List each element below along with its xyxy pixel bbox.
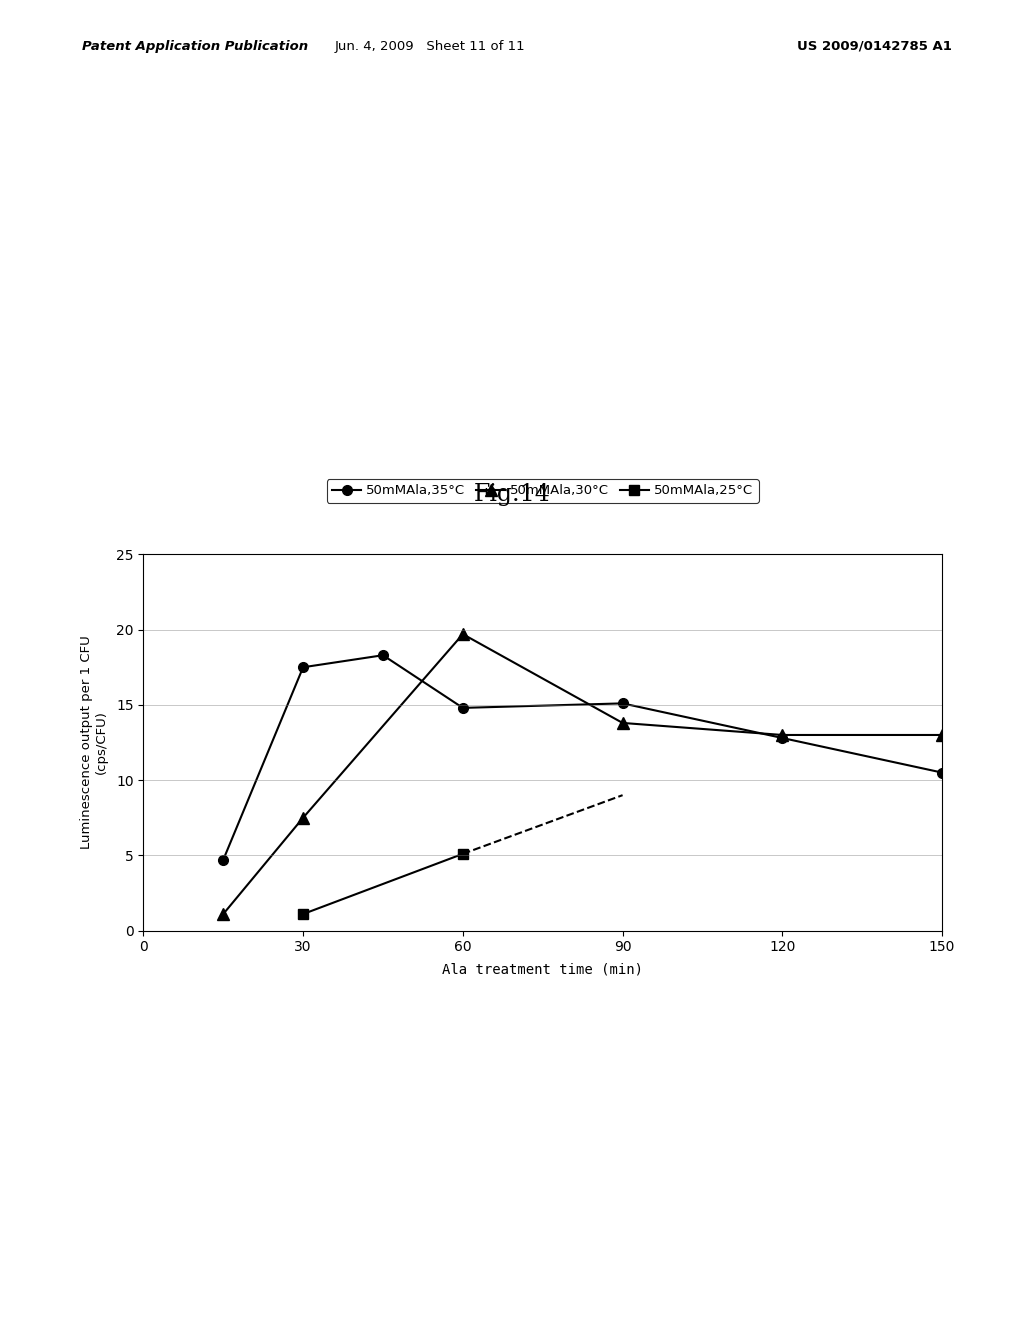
Text: US 2009/0142785 A1: US 2009/0142785 A1 xyxy=(798,40,952,53)
Text: Jun. 4, 2009   Sheet 11 of 11: Jun. 4, 2009 Sheet 11 of 11 xyxy=(335,40,525,53)
Text: Patent Application Publication: Patent Application Publication xyxy=(82,40,308,53)
Legend: 50mMAla,35°C, 50mMAla,30°C, 50mMAla,25°C: 50mMAla,35°C, 50mMAla,30°C, 50mMAla,25°C xyxy=(327,479,759,503)
Y-axis label: Luminescence output per 1 CFU
(cps/CFU): Luminescence output per 1 CFU (cps/CFU) xyxy=(80,636,108,849)
Text: Fig.14: Fig.14 xyxy=(473,483,551,507)
X-axis label: Ala treatment time (min): Ala treatment time (min) xyxy=(442,962,643,977)
